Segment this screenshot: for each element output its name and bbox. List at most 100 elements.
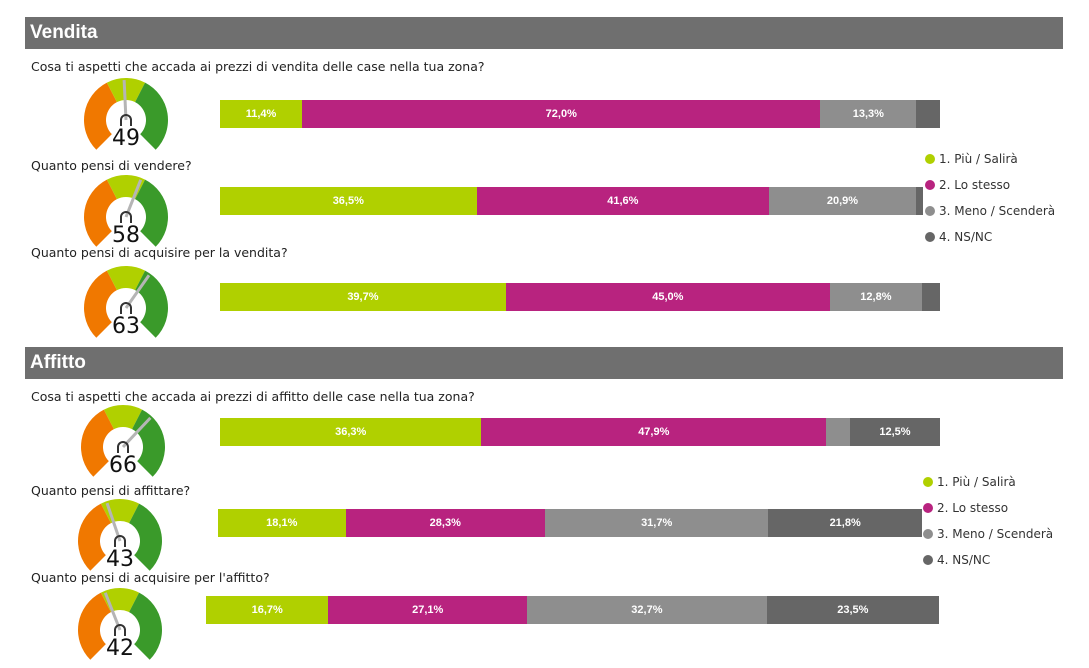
- bar-segment: [921, 283, 940, 311]
- legend-dot: [925, 206, 935, 216]
- gauge-dial: [78, 499, 162, 571]
- gauge-hub: [114, 624, 126, 636]
- gauge: 49: [76, 78, 176, 158]
- question-title: Cosa ti aspetti che accada ai prezzi di …: [31, 389, 475, 404]
- legend-dot: [923, 555, 933, 565]
- gauge-band: [81, 409, 114, 477]
- gauge-dial: [84, 78, 168, 150]
- gauge-band: [78, 503, 111, 571]
- gauge-band: [129, 503, 162, 571]
- stacked-bar: 36,5% 41,6% 20,9%: [220, 187, 923, 215]
- legend-dot: [923, 477, 933, 487]
- gauge-band: [84, 179, 117, 247]
- gauge: 63: [76, 266, 176, 346]
- gauge-hub: [120, 211, 132, 223]
- gauge-band: [135, 179, 168, 247]
- bar-segment: 39,7%: [220, 283, 506, 311]
- gauge-dial: [84, 266, 168, 338]
- legend-label: 3. Meno / Scenderà: [939, 204, 1056, 218]
- gauge-band: [78, 592, 111, 660]
- bar-segment: 31,7%: [544, 509, 769, 537]
- gauge-value: 63: [112, 314, 140, 339]
- legend-label: 4. NS/NC: [939, 230, 993, 244]
- legend-item: 3. Meno / Scenderà: [925, 198, 1055, 224]
- bar-segment: 23,5%: [766, 596, 939, 624]
- gauge-value: 43: [106, 547, 134, 572]
- legend-label: 2. Lo stesso: [937, 501, 1009, 515]
- legend-dot: [923, 529, 933, 539]
- gauge-needle: [103, 592, 122, 631]
- question-title: Cosa ti aspetti che accada ai prezzi di …: [31, 59, 485, 74]
- bar-segment: 45,0%: [505, 283, 830, 311]
- gauge-value: 49: [112, 126, 140, 151]
- gauge-band: [84, 82, 117, 150]
- gauge-dial: [84, 175, 168, 247]
- question-title: Quanto pensi di acquisire per l'affitto?: [31, 570, 270, 585]
- legend-dot: [925, 154, 935, 164]
- bar-segment: [915, 187, 923, 215]
- bar-segment: 21,8%: [768, 509, 922, 537]
- gauge-needle: [122, 79, 128, 121]
- bar-segment: 13,3%: [820, 100, 917, 128]
- bar-segment: 18,1%: [218, 509, 346, 537]
- gauge-band: [135, 82, 168, 150]
- gauge-band: [132, 409, 165, 477]
- legend-label: 3. Meno / Scenderà: [937, 527, 1054, 541]
- gauge-band: [84, 270, 117, 338]
- bar-segment: 41,6%: [476, 187, 770, 215]
- bar-segment: 72,0%: [302, 100, 821, 128]
- legend-label: 1. Più / Salirà: [939, 152, 1018, 166]
- gauge-needle: [124, 179, 143, 218]
- stacked-bar: 36,3% 47,9% 12,5%: [220, 418, 940, 446]
- gauge-value: 42: [106, 636, 134, 661]
- bar-segment: 36,3%: [220, 418, 482, 446]
- legend-label: 4. NS/NC: [937, 553, 991, 567]
- question-title: Quanto pensi di vendere?: [31, 158, 192, 173]
- bar-segment: 20,9%: [769, 187, 916, 215]
- legend-item: 2. Lo stesso: [923, 495, 1053, 521]
- legend-item: 1. Più / Salirà: [925, 146, 1055, 172]
- bar-segment: 27,1%: [328, 596, 528, 624]
- gauge-needle: [124, 274, 151, 309]
- legend-label: 1. Più / Salirà: [937, 475, 1016, 489]
- gauge-needle: [121, 416, 152, 449]
- stacked-bar: 11,4% 72,0% 13,3%: [220, 100, 940, 128]
- legend-item: 4. NS/NC: [923, 547, 1053, 573]
- gauge-band: [135, 270, 168, 338]
- gauge: 43: [70, 499, 170, 579]
- stacked-bar: 16,7% 27,1% 32,7% 23,5%: [206, 596, 939, 624]
- legend: 1. Più / Salirà 2. Lo stesso 3. Meno / S…: [923, 469, 1053, 573]
- section-header-affitto: Affitto: [25, 347, 1063, 379]
- legend: 1. Più / Salirà 2. Lo stesso 3. Meno / S…: [925, 146, 1055, 250]
- gauge-band: [129, 592, 162, 660]
- section-header-vendita: Vendita: [25, 17, 1063, 49]
- legend-dot: [925, 180, 935, 190]
- bar-segment: [916, 100, 940, 128]
- legend-dot: [925, 232, 935, 242]
- bar-segment: 11,4%: [220, 100, 303, 128]
- gauge-value: 66: [109, 453, 137, 478]
- legend-item: 3. Meno / Scenderà: [923, 521, 1053, 547]
- gauge: 66: [73, 405, 173, 485]
- gauge-hub: [114, 535, 126, 547]
- gauge: 58: [76, 175, 176, 255]
- gauge-needle: [105, 502, 122, 542]
- legend-item: 2. Lo stesso: [925, 172, 1055, 198]
- bar-segment: 12,8%: [829, 283, 922, 311]
- bar-segment: 32,7%: [527, 596, 767, 624]
- bar-segment: 47,9%: [481, 418, 827, 446]
- legend-item: 4. NS/NC: [925, 224, 1055, 250]
- stacked-bar: 39,7% 45,0% 12,8%: [220, 283, 940, 311]
- gauge-hub: [117, 441, 129, 453]
- gauge-hub: [120, 302, 132, 314]
- question-title: Quanto pensi di acquisire per la vendita…: [31, 245, 288, 260]
- bar-segment: 16,7%: [206, 596, 329, 624]
- bar-segment: 28,3%: [345, 509, 545, 537]
- legend-label: 2. Lo stesso: [939, 178, 1011, 192]
- gauge: 42: [70, 588, 170, 668]
- bar-segment: [826, 418, 850, 446]
- bar-segment: 12,5%: [849, 418, 940, 446]
- gauge-value: 58: [112, 223, 140, 248]
- gauge-hub: [120, 114, 132, 126]
- gauge-band: [103, 405, 143, 430]
